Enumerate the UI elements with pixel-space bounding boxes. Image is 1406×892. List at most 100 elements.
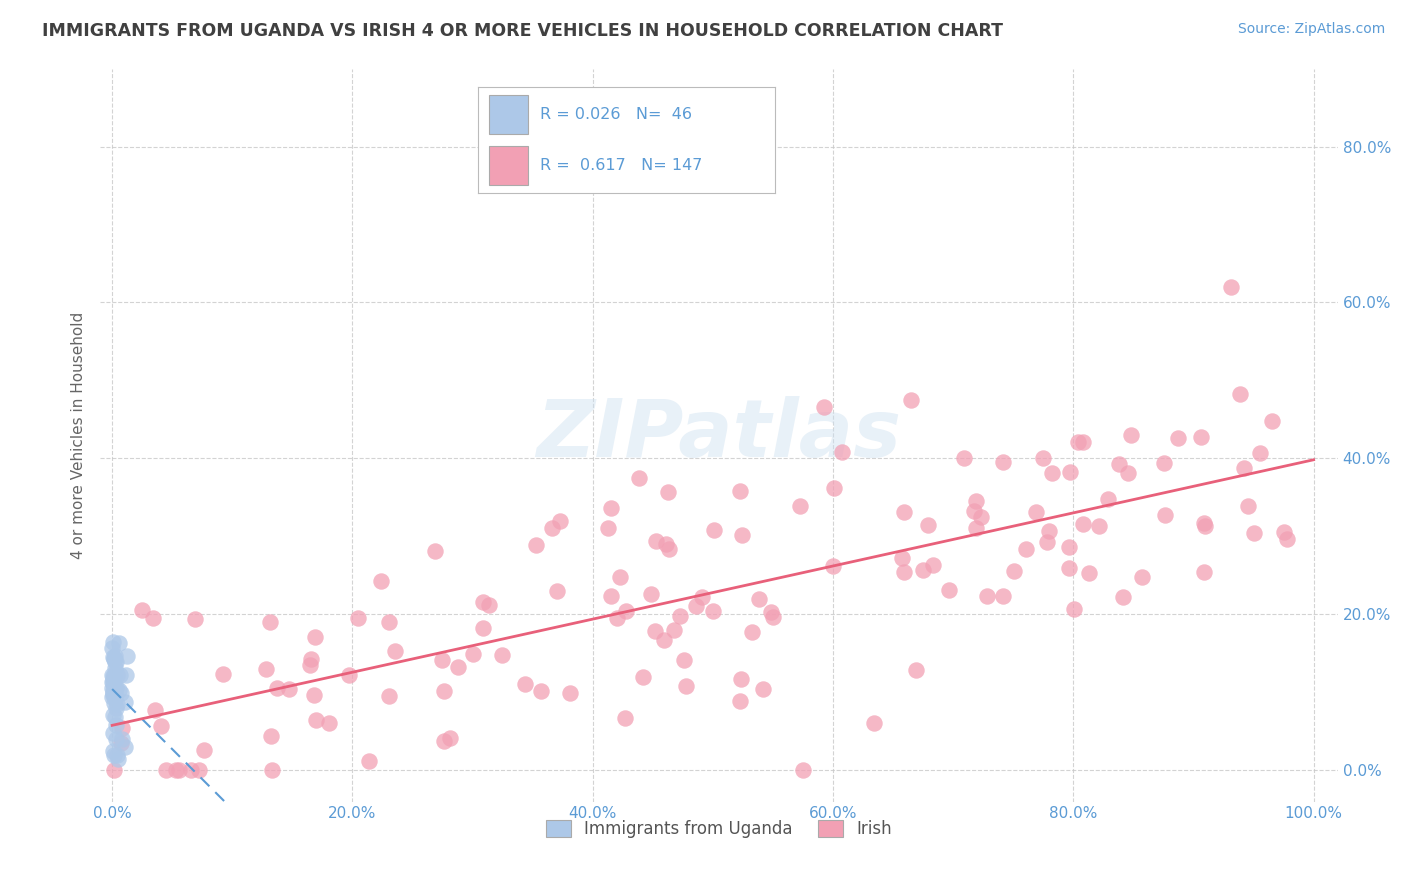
Point [142,610,165,624]
Point [662,624,685,638]
Point [1002,564,1025,578]
Point [339,668,361,682]
Point [103,696,125,710]
Point [1088,518,1111,533]
Point [965,493,987,508]
Point [155,764,177,778]
Point [731,528,754,542]
Point [690,590,713,604]
Point [668,608,690,623]
Point [645,534,668,549]
Point [965,521,987,535]
Point [278,681,301,696]
Point [863,715,886,730]
Point [1243,526,1265,541]
Point [599,501,621,516]
Point [1154,508,1177,522]
Point [165,764,187,778]
Point [114,695,136,709]
Point [652,633,675,648]
Point [101,690,124,705]
Point [384,643,406,657]
Point [143,703,166,717]
Point [107,752,129,766]
Point [184,612,207,626]
Point [1067,435,1090,450]
Point [101,725,124,739]
Point [111,731,134,746]
Point [1108,457,1130,471]
Point [598,521,620,535]
Point [730,673,752,687]
Point [104,690,127,705]
Point [1272,525,1295,540]
Legend: Immigrants from Uganda, Irish: Immigrants from Uganda, Irish [540,813,898,845]
Point [970,510,993,524]
Point [430,653,453,667]
Point [823,481,845,495]
Point [150,719,173,733]
Text: Source: ZipAtlas.com: Source: ZipAtlas.com [1237,22,1385,37]
Point [1194,519,1216,533]
Point [439,731,461,746]
Point [530,684,553,698]
Point [1097,491,1119,506]
Point [423,543,446,558]
Point [993,455,1015,469]
Point [609,570,631,584]
Point [658,541,681,556]
Point [631,670,654,684]
Point [105,718,128,732]
Point [187,764,209,778]
Point [260,729,283,743]
Point [1071,516,1094,531]
Point [759,606,782,620]
Point [101,744,124,758]
Point [105,700,128,714]
Point [103,652,125,666]
Point [654,537,676,551]
Point [1260,414,1282,428]
Point [606,610,628,624]
Point [1220,279,1243,293]
Point [1077,566,1099,580]
Point [107,682,129,697]
Point [104,656,127,670]
Point [108,635,131,649]
Point [378,615,401,629]
Point [304,631,326,645]
Point [893,565,915,579]
Point [613,711,636,725]
Point [1194,565,1216,579]
Text: IMMIGRANTS FROM UGANDA VS IRISH 4 OR MORE VEHICLES IN HOUSEHOLD CORRELATION CHAR: IMMIGRANTS FROM UGANDA VS IRISH 4 OR MOR… [42,22,1002,40]
Point [792,764,814,778]
Point [1071,435,1094,450]
Point [657,485,679,500]
Point [254,662,277,676]
Point [105,747,128,762]
Point [599,589,621,603]
Point [472,621,495,635]
Point [115,667,138,681]
Point [558,686,581,700]
Point [1025,505,1047,519]
Point [101,667,124,681]
Point [540,521,562,535]
Point [103,683,125,698]
Point [105,680,128,694]
Point [911,563,934,577]
Point [347,611,370,625]
Point [478,599,501,613]
Point [447,659,470,673]
Point [751,681,773,696]
Point [103,651,125,665]
Y-axis label: 4 or more Vehicles in Household: 4 or more Vehicles in Household [72,311,86,558]
Point [1121,428,1143,442]
Point [1112,590,1135,604]
Point [640,586,662,600]
Point [789,500,811,514]
Point [461,647,484,661]
Point [101,650,124,665]
Point [103,679,125,693]
Point [1015,541,1038,556]
